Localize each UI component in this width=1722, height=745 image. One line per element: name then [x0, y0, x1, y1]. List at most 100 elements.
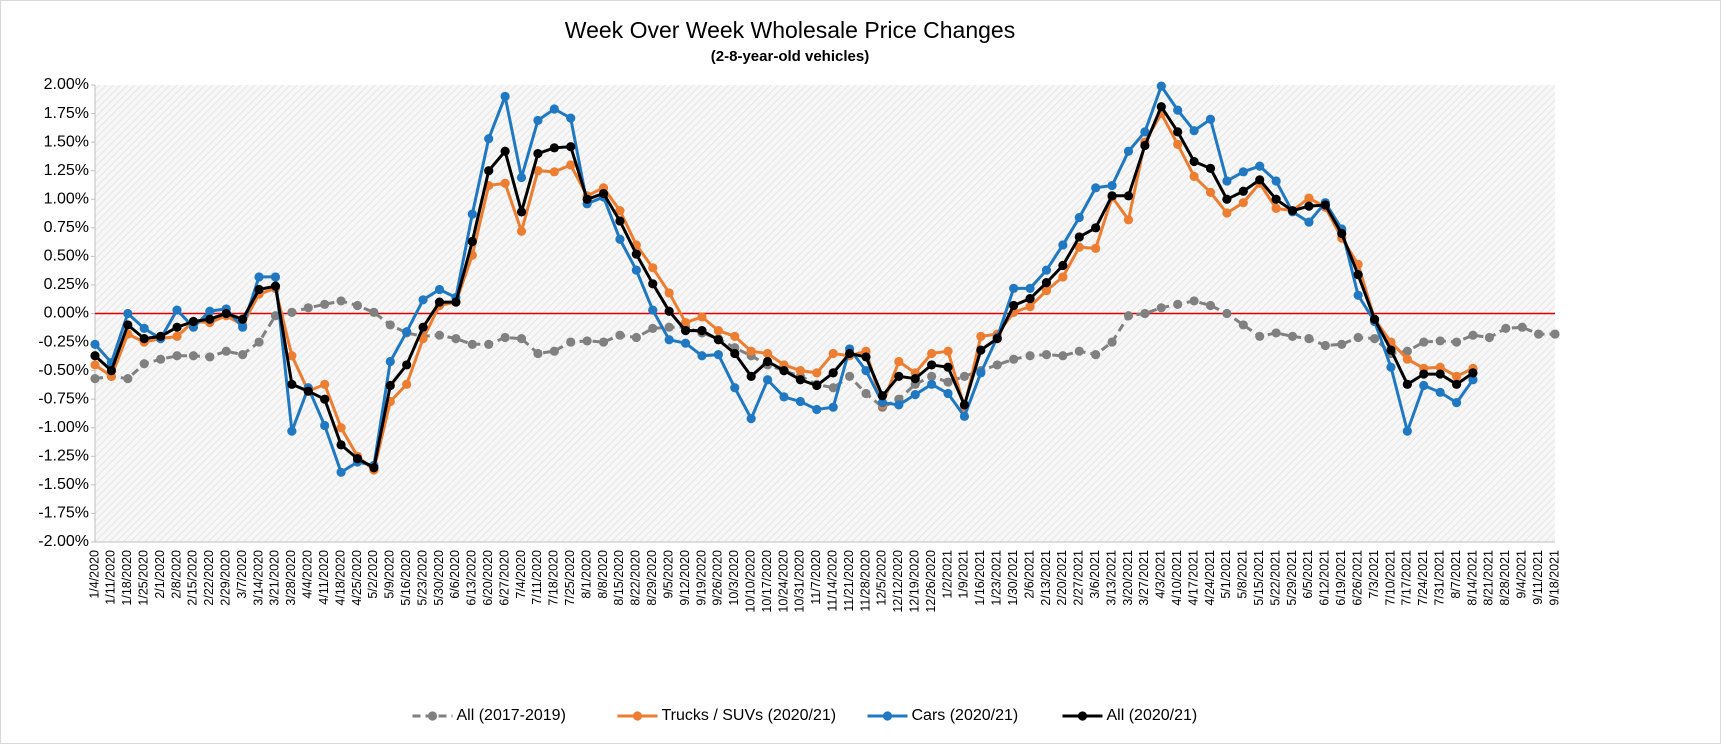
data-point	[664, 322, 674, 332]
x-tick-label: 1/25/2020	[137, 550, 151, 606]
data-point	[762, 375, 773, 385]
x-tick-label: 4/25/2020	[350, 550, 364, 606]
data-point	[1451, 379, 1462, 389]
y-tick-label: 0.50%	[44, 248, 89, 265]
data-point	[385, 356, 395, 367]
data-point	[1435, 387, 1445, 397]
data-point	[549, 346, 559, 356]
data-point	[1025, 351, 1035, 361]
legend-item: All (2020/21)	[1062, 707, 1197, 724]
data-point	[1271, 194, 1281, 204]
data-point	[828, 383, 838, 393]
x-tick-label: 2/22/2020	[202, 550, 216, 606]
x-tick-label: 5/16/2020	[399, 550, 413, 606]
data-point	[1058, 260, 1068, 271]
data-point	[90, 351, 100, 361]
data-point	[910, 390, 920, 400]
data-point	[1238, 167, 1248, 177]
data-point	[566, 160, 576, 170]
x-tick-label: 9/26/2020	[711, 550, 725, 606]
x-tick-label: 8/28/2021	[1498, 550, 1512, 606]
x-tick-label: 3/27/2021	[1137, 550, 1151, 606]
data-point	[418, 334, 428, 344]
data-point	[156, 331, 166, 341]
data-point	[1304, 217, 1314, 227]
data-point	[1304, 201, 1314, 211]
data-point	[1074, 212, 1084, 223]
data-point	[434, 330, 445, 340]
y-tick-label: 2.00%	[44, 76, 89, 93]
data-point	[877, 391, 888, 401]
data-point	[566, 337, 576, 347]
data-point	[221, 346, 231, 356]
data-point	[1386, 362, 1396, 372]
data-point	[172, 331, 182, 341]
x-tick-label: 3/13/2021	[1104, 550, 1118, 606]
x-tick-label: 5/23/2020	[415, 550, 429, 606]
data-point	[812, 404, 822, 415]
data-point	[943, 362, 953, 372]
x-tick-label: 8/7/2021	[1449, 550, 1463, 599]
data-point	[1320, 340, 1330, 351]
data-point	[713, 326, 723, 336]
x-tick-label: 5/2/2020	[366, 550, 380, 599]
x-tick-label: 3/20/2021	[1121, 550, 1135, 606]
data-point	[549, 143, 559, 153]
data-point	[927, 348, 937, 359]
y-tick-label: -1.00%	[38, 419, 89, 436]
data-point	[1025, 294, 1035, 304]
data-point	[533, 166, 543, 176]
x-tick-label: 3/21/2020	[268, 550, 282, 606]
data-point	[861, 352, 871, 362]
y-tick-label: -2.00%	[38, 533, 89, 550]
data-point	[385, 320, 395, 330]
data-point	[1271, 203, 1281, 213]
data-point	[1074, 242, 1084, 252]
data-point	[156, 354, 166, 364]
y-tick-label: -1.25%	[38, 448, 89, 465]
x-tick-label: 9/18/2021	[1547, 550, 1561, 606]
legend-label: All (2017-2019)	[457, 707, 566, 724]
data-point	[402, 360, 412, 370]
legend-marker	[427, 711, 438, 721]
data-point	[1173, 139, 1183, 150]
x-tick-label: 4/3/2021	[1154, 550, 1168, 599]
data-point	[451, 297, 461, 307]
data-point	[877, 398, 888, 408]
y-tick-label: -0.25%	[38, 333, 89, 350]
data-point	[287, 379, 297, 389]
x-tick-label: 5/15/2021	[1252, 550, 1266, 606]
chart-title: Week Over Week Wholesale Price Changes	[565, 17, 1015, 43]
data-point	[549, 167, 559, 177]
data-point	[746, 371, 756, 381]
data-point	[730, 331, 740, 341]
data-point	[1123, 311, 1134, 321]
data-point	[1287, 206, 1298, 216]
data-point	[927, 379, 937, 389]
data-point	[1369, 314, 1380, 324]
data-point	[680, 326, 691, 336]
x-tick-label: 11/21/2020	[842, 550, 856, 612]
data-point	[1107, 191, 1117, 201]
data-point	[484, 339, 494, 349]
y-tick-label: -1.50%	[38, 476, 89, 493]
x-tick-label: 7/17/2021	[1400, 550, 1414, 606]
data-point	[1123, 146, 1134, 156]
data-point	[910, 374, 920, 384]
data-point	[992, 334, 1002, 344]
y-tick-label: -0.50%	[38, 362, 89, 379]
data-point	[1550, 329, 1560, 339]
data-point	[1222, 208, 1232, 218]
data-point	[467, 236, 477, 247]
legend-item: All (2017-2019)	[412, 707, 566, 724]
x-tick-label: 2/15/2020	[186, 550, 200, 606]
data-point	[927, 360, 937, 370]
data-point	[812, 380, 822, 391]
x-tick-label: 8/22/2020	[629, 550, 643, 606]
data-point	[845, 371, 855, 381]
data-point	[90, 374, 100, 384]
data-point	[1091, 223, 1101, 233]
data-point	[369, 307, 379, 317]
data-point	[664, 335, 674, 345]
data-point	[1337, 339, 1347, 349]
